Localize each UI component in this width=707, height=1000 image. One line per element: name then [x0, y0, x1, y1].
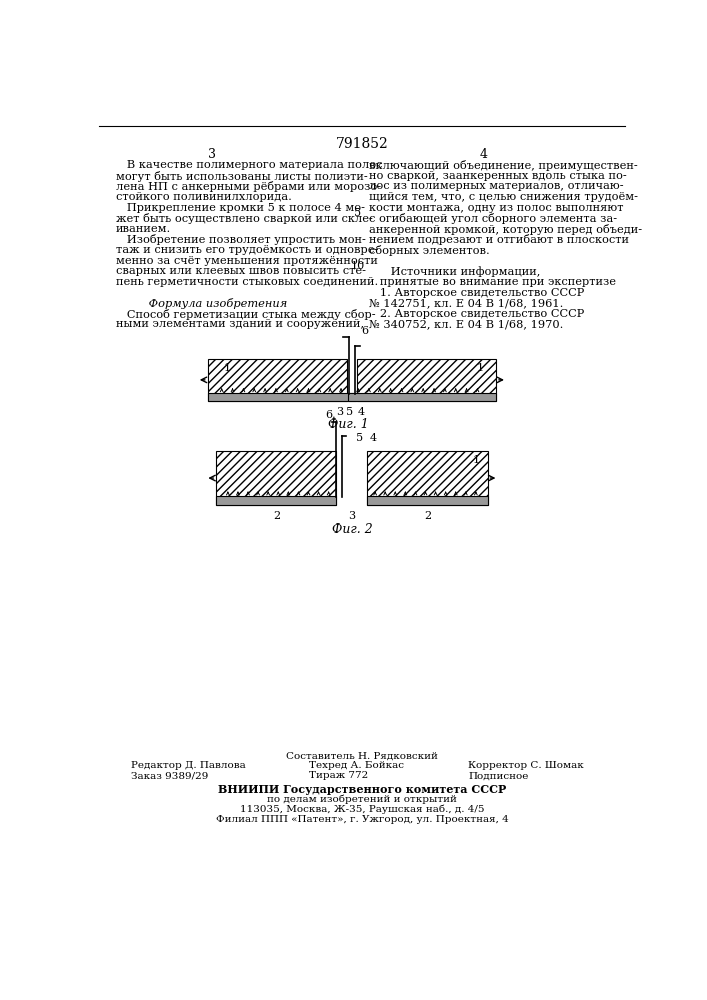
Text: кости монтажа, одну из полос выполняют: кости монтажа, одну из полос выполняют: [369, 203, 624, 213]
Text: Техред А. Бойкас: Техред А. Бойкас: [309, 761, 404, 770]
Text: анкеренной кромкой, которую перед объеди-: анкеренной кромкой, которую перед объеди…: [369, 224, 642, 235]
Text: могут быть использованы листы полиэти-: могут быть использованы листы полиэти-: [115, 171, 367, 182]
Text: жет быть осуществлено сваркой или скле-: жет быть осуществлено сваркой или скле-: [115, 213, 373, 224]
Text: 3: 3: [209, 148, 216, 161]
Text: включающий объединение, преимуществен-: включающий объединение, преимуществен-: [369, 160, 638, 171]
Text: № 340752, кл. Е 04 В 1/68, 1970.: № 340752, кл. Е 04 В 1/68, 1970.: [369, 319, 563, 329]
Bar: [208, 359, 347, 401]
Bar: [216, 496, 337, 505]
Text: сварных или клеевых швов повысить сте-: сварных или клеевых швов повысить сте-: [115, 266, 366, 276]
Text: 2: 2: [273, 511, 280, 521]
Text: 5: 5: [356, 433, 363, 443]
Text: Тираж 772: Тираж 772: [309, 771, 368, 780]
Text: 4: 4: [370, 433, 377, 443]
Text: Подписное: Подписное: [468, 771, 529, 780]
Text: ными элементами зданий и сооружений,: ными элементами зданий и сооружений,: [115, 319, 363, 329]
Bar: [208, 393, 356, 401]
Text: нением подрезают и отгибают в плоскости: нением подрезают и отгибают в плоскости: [369, 234, 629, 245]
Text: Способ герметизации стыка между сбор-: Способ герметизации стыка между сбор-: [115, 309, 375, 320]
Text: с огибающей угол сборного элемента за-: с огибающей угол сборного элемента за-: [369, 213, 617, 224]
Text: пень герметичности стыковых соединений.: пень герметичности стыковых соединений.: [115, 277, 378, 287]
Text: № 142751, кл. Е 04 В 1/68, 1961.: № 142751, кл. Е 04 В 1/68, 1961.: [369, 298, 563, 308]
Text: Прикрепление кромки 5 к полосе 4 мо-: Прикрепление кромки 5 к полосе 4 мо-: [115, 203, 365, 213]
Text: Составитель Н. Рядковский: Составитель Н. Рядковский: [286, 751, 438, 760]
Text: 4: 4: [358, 407, 365, 417]
Bar: [216, 451, 337, 505]
Text: В качестве полимерного материала полос: В качестве полимерного материала полос: [115, 160, 382, 170]
Bar: [368, 496, 488, 505]
Text: 5: 5: [346, 407, 353, 417]
Text: Филиал ППП «Патент», г. Ужгород, ул. Проектная, 4: Филиал ППП «Патент», г. Ужгород, ул. Про…: [216, 815, 508, 824]
Text: 2. Авторское свидетельство СССР: 2. Авторское свидетельство СССР: [369, 309, 584, 319]
Text: по делам изобретений и открытий: по делам изобретений и открытий: [267, 795, 457, 804]
Text: Изобретение позволяет упростить мон-: Изобретение позволяет упростить мон-: [115, 234, 366, 245]
Text: 1: 1: [477, 363, 484, 373]
Text: Корректор С. Шомак: Корректор С. Шомак: [468, 761, 584, 770]
Text: Фиг. 1: Фиг. 1: [327, 418, 368, 431]
Text: 5: 5: [354, 208, 361, 218]
Bar: [356, 359, 496, 401]
Text: Редактор Д. Павлова: Редактор Д. Павлова: [131, 761, 246, 770]
Text: 1: 1: [472, 455, 479, 465]
Text: но сваркой, заанкеренных вдоль стыка по-: но сваркой, заанкеренных вдоль стыка по-: [369, 171, 626, 181]
Text: Фиг. 2: Фиг. 2: [332, 523, 373, 536]
Text: принятые во внимание при экспертизе: принятые во внимание при экспертизе: [369, 277, 616, 287]
Text: 2: 2: [424, 511, 431, 521]
Text: 4: 4: [479, 148, 488, 161]
Text: лос из полимерных материалов, отличаю-: лос из полимерных материалов, отличаю-: [369, 181, 624, 191]
Bar: [368, 451, 488, 505]
Bar: [348, 393, 496, 401]
Text: лена НП с анкерными рёбрами или морозо-: лена НП с анкерными рёбрами или морозо-: [115, 181, 380, 192]
Text: Формула изобретения: Формула изобретения: [115, 298, 287, 309]
Text: 6.: 6.: [325, 410, 336, 420]
Text: Источники информации,: Источники информации,: [369, 266, 540, 277]
Text: ВНИИПИ Государственного комитета СССР: ВНИИПИ Государственного комитета СССР: [218, 784, 506, 795]
Text: сборных элементов.: сборных элементов.: [369, 245, 490, 256]
Text: иванием.: иванием.: [115, 224, 171, 234]
Text: 1: 1: [223, 363, 230, 373]
Text: таж и снизить его трудоёмкость и одновре-: таж и снизить его трудоёмкость и одновре…: [115, 245, 378, 255]
Text: менно за счёт уменьшения протяжённости: менно за счёт уменьшения протяжённости: [115, 256, 378, 266]
Text: стойкого поливинилхлорида.: стойкого поливинилхлорида.: [115, 192, 291, 202]
Text: 113035, Москва, Ж-35, Раушская наб., д. 4/5: 113035, Москва, Ж-35, Раушская наб., д. …: [240, 805, 484, 814]
Text: щийся тем, что, с целью снижения трудоём-: щийся тем, что, с целью снижения трудоём…: [369, 192, 638, 202]
Text: 791852: 791852: [336, 137, 388, 151]
Text: 6: 6: [361, 326, 368, 336]
Text: 10: 10: [350, 261, 364, 271]
Text: Заказ 9389/29: Заказ 9389/29: [131, 771, 209, 780]
Text: 1. Авторское свидетельство СССР: 1. Авторское свидетельство СССР: [369, 288, 584, 298]
Text: 3: 3: [349, 511, 356, 521]
Text: 3: 3: [336, 407, 343, 417]
